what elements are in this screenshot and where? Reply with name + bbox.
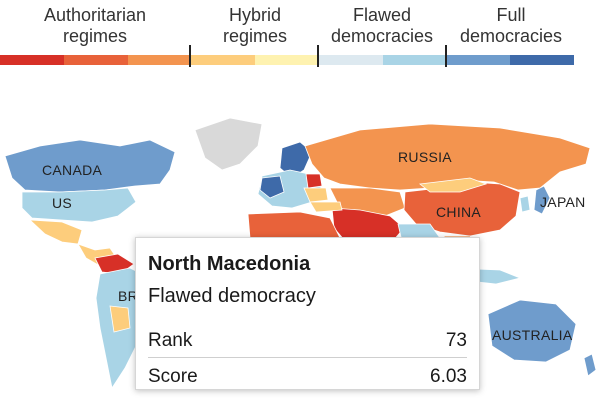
region-us[interactable]	[21, 187, 137, 223]
world-map[interactable]: CANADA US RUSSIA CHINA JAPAN AUSTRALIA B…	[0, 118, 600, 400]
tooltip-score-label: Score	[148, 366, 198, 387]
tooltip-score-value: 6.03	[430, 366, 467, 387]
region-mexico[interactable]	[28, 219, 83, 245]
map-label-us: US	[52, 195, 73, 211]
map-label-australia: AUSTRALIA	[492, 327, 573, 343]
map-label-canada: CANADA	[42, 162, 103, 178]
region-mongolia[interactable]	[419, 177, 488, 193]
legend-swatch	[191, 55, 256, 65]
map-label-china: CHINA	[436, 204, 482, 220]
legend-label-flawed: Flawed democracies	[330, 5, 434, 46]
tooltip-regime-category: Flawed democracy	[148, 285, 316, 307]
legend-swatch	[446, 55, 511, 65]
legend-label-hybrid: Hybrid regimes	[222, 5, 288, 46]
country-tooltip: North Macedonia Flawed democracy Rank 73…	[135, 237, 480, 390]
legend-swatch	[318, 55, 383, 65]
region-japan[interactable]	[533, 185, 551, 215]
legend-label-authoritarian: Authoritarian regimes	[43, 5, 147, 46]
region-korea[interactable]	[519, 195, 531, 213]
tooltip-country-name: North Macedonia	[148, 253, 311, 275]
legend-divider	[317, 45, 319, 67]
tooltip-score-row: Score 6.03	[148, 357, 467, 393]
legend-swatch	[382, 55, 447, 65]
legend-swatch	[510, 55, 575, 65]
legend-swatch	[255, 55, 319, 65]
region-scandinavia[interactable]	[279, 141, 313, 179]
region-europe-west[interactable]	[259, 175, 285, 199]
tooltip-rank-value: 73	[445, 330, 467, 351]
region-belarus[interactable]	[305, 173, 323, 189]
legend-divider	[445, 45, 447, 67]
region-ukraine[interactable]	[303, 187, 329, 203]
legend-swatch	[127, 55, 192, 65]
region-russia[interactable]	[304, 123, 591, 191]
region-new-zealand[interactable]	[583, 353, 597, 377]
tooltip-stats: Rank 73 Score 6.03	[148, 322, 467, 393]
legend-swatch	[0, 55, 64, 65]
legend-label-full: Full democracies	[459, 5, 563, 46]
legend-divider	[189, 45, 191, 67]
region-canada[interactable]	[4, 139, 176, 193]
legend-swatch	[63, 55, 128, 65]
map-label-brazil-partial: BR	[118, 288, 139, 304]
region-turkey[interactable]	[309, 201, 343, 213]
tooltip-rank-row: Rank 73	[148, 322, 467, 357]
legend: Authoritarian regimes Hybrid regimes Fla…	[0, 0, 600, 70]
region-greenland[interactable]	[194, 118, 263, 171]
tooltip-rank-label: Rank	[148, 330, 193, 351]
legend-color-bar	[0, 55, 575, 65]
map-label-russia: RUSSIA	[398, 149, 452, 165]
region-south-america-hybrid[interactable]	[109, 305, 131, 333]
region-australia[interactable]	[487, 299, 577, 363]
map-label-japan: JAPAN	[540, 194, 586, 210]
